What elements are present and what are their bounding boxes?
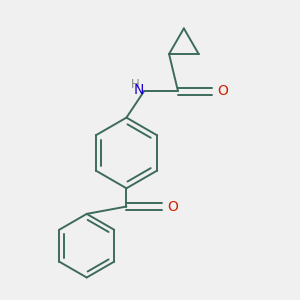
Text: N: N <box>134 82 144 97</box>
Text: H: H <box>131 78 140 91</box>
Text: O: O <box>167 200 178 214</box>
Text: O: O <box>217 84 228 98</box>
